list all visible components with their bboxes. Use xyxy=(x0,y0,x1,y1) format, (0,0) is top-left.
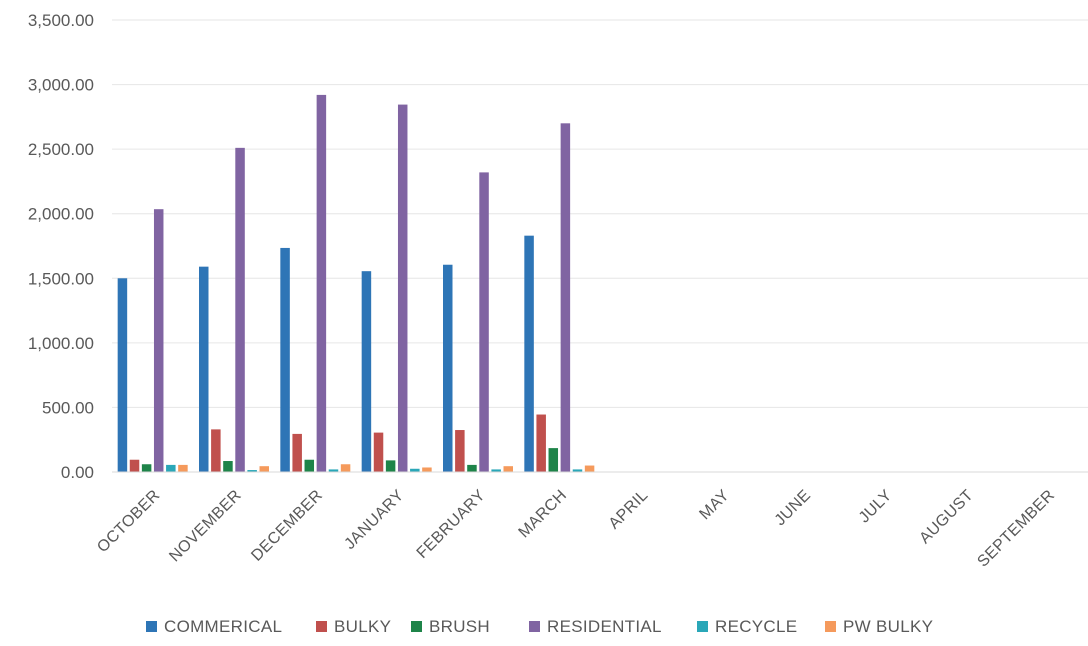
bar-pw-bulky-november xyxy=(259,466,269,472)
x-tick-label: MAY xyxy=(696,487,732,523)
bar-residential-january xyxy=(397,104,408,472)
bar-recycle-march xyxy=(572,469,583,472)
bar-residential-december xyxy=(316,94,327,473)
x-tick-label: JULY xyxy=(856,487,896,527)
x-tick-label: FEBRUARY xyxy=(414,487,489,562)
bar-commerical-february xyxy=(443,264,453,472)
x-tick-label: OCTOBER xyxy=(94,487,163,556)
bars xyxy=(117,94,595,473)
bar-pw-bulky-february xyxy=(503,466,513,472)
y-tick-label: 1,500.00 xyxy=(28,269,94,288)
bar-brush-november xyxy=(223,461,233,472)
bar-bulky-march xyxy=(536,414,546,472)
bar-residential-march xyxy=(560,123,571,472)
y-tick-label: 1,000.00 xyxy=(28,334,94,353)
x-tick-label: NOVEMBER xyxy=(166,487,244,565)
bar-brush-january xyxy=(385,460,396,472)
bar-bulky-december xyxy=(292,433,302,472)
bar-residential-february xyxy=(479,172,489,472)
bar-recycle-november xyxy=(247,470,257,472)
bar-commerical-november xyxy=(199,266,209,472)
y-tick-label: 2,000.00 xyxy=(28,205,94,224)
bar-pw-bulky-october xyxy=(178,464,188,472)
legend-swatch xyxy=(411,621,422,632)
legend-swatch xyxy=(316,621,327,632)
legend-label: RESIDENTIAL xyxy=(547,617,662,636)
bar-residential-october xyxy=(153,209,164,472)
x-tick-label: APRIL xyxy=(606,487,652,533)
legend-swatch xyxy=(529,621,540,632)
legend-swatch xyxy=(825,621,836,632)
legend-label: COMMERICAL xyxy=(164,617,282,636)
legend-label: RECYCLE xyxy=(715,617,797,636)
bar-recycle-january xyxy=(410,468,420,472)
bar-bulky-january xyxy=(373,432,384,472)
bar-recycle-december xyxy=(328,469,339,472)
bar-commerical-december xyxy=(280,247,290,472)
bar-brush-march xyxy=(548,448,559,472)
x-tick-label: MARCH xyxy=(516,487,571,542)
y-tick-label: 3,000.00 xyxy=(28,76,94,95)
bar-brush-october xyxy=(141,464,152,472)
legend-label: PW BULKY xyxy=(843,617,933,636)
bar-bulky-october xyxy=(129,459,140,472)
y-tick-label: 500.00 xyxy=(42,398,94,417)
gridlines xyxy=(112,19,1088,408)
y-tick-label: 0.00 xyxy=(61,463,94,482)
legend-swatch xyxy=(146,621,157,632)
bar-pw-bulky-january xyxy=(422,467,432,472)
bar-bulky-november xyxy=(211,429,221,472)
legend: COMMERICAL BULKY BRUSH RESIDENTIAL RECYCLE PW… xyxy=(146,617,933,636)
x-tick-label: DECEMBER xyxy=(248,487,326,565)
bar-residential-november xyxy=(235,147,245,472)
bar-bulky-february xyxy=(455,430,465,472)
y-tick-label: 3,500.00 xyxy=(28,11,94,30)
legend-label: BULKY xyxy=(334,617,391,636)
x-axis-tick-labels: OCTOBER NOVEMBER DECEMBER JANUARY FEBRUARY MA… xyxy=(94,487,1058,571)
legend-swatch xyxy=(697,621,708,632)
bar-brush-february xyxy=(467,464,477,472)
x-tick-label: SEPTEMBER xyxy=(974,487,1058,571)
x-tick-label: AUGUST xyxy=(916,487,976,547)
bar-brush-december xyxy=(304,459,315,472)
y-axis-tick-labels: 0.00 500.00 1,000.00 1,500.00 2,000.00 2,500.… xyxy=(28,11,94,482)
y-tick-label: 2,500.00 xyxy=(28,140,94,159)
x-tick-label: JANUARY xyxy=(341,487,407,553)
bar-recycle-february xyxy=(491,469,501,472)
bar-pw-bulky-december xyxy=(340,464,351,472)
legend-label: BRUSH xyxy=(429,617,490,636)
x-tick-label: JUNE xyxy=(772,487,814,529)
bar-commerical-october xyxy=(117,278,128,472)
bar-commerical-january xyxy=(361,271,372,472)
bar-commerical-march xyxy=(524,235,534,472)
bar-pw-bulky-march xyxy=(584,465,595,472)
bar-recycle-october xyxy=(166,464,176,472)
